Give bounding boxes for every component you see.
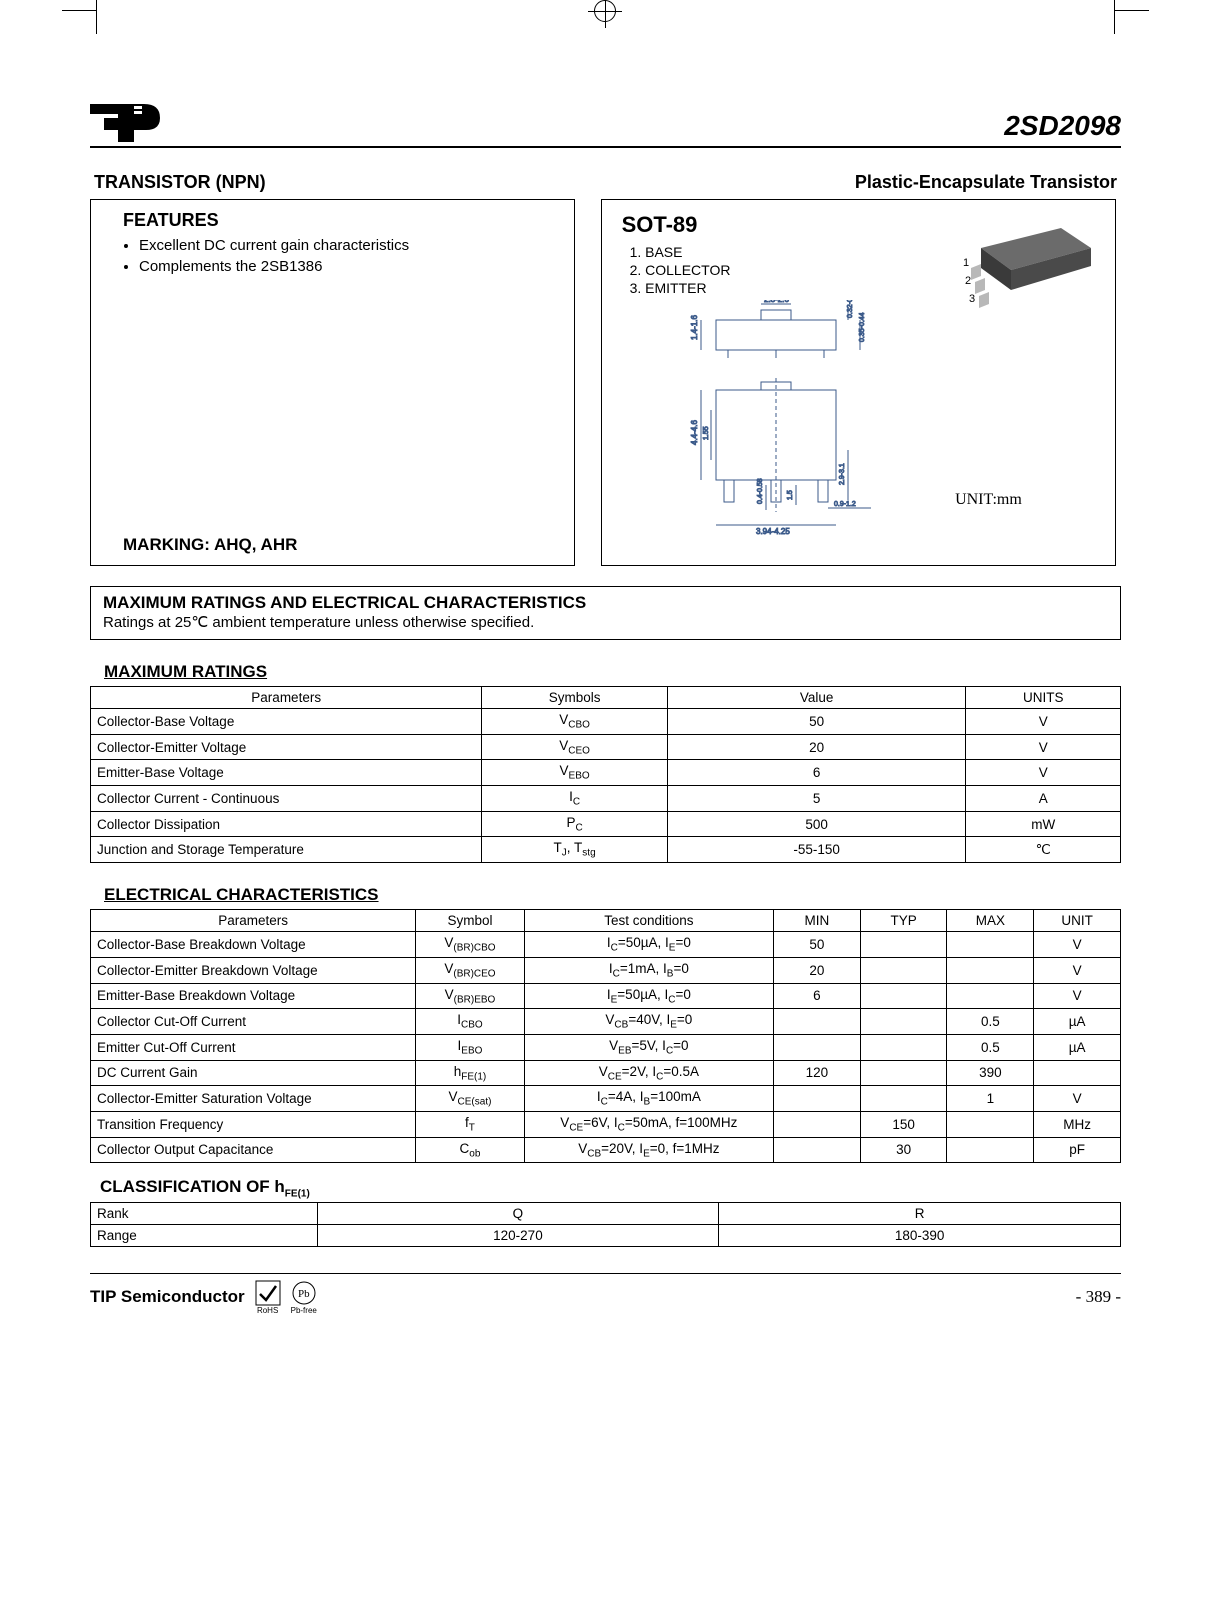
package-title: SOT-89 bbox=[622, 212, 946, 238]
pin-item: 3. EMITTER bbox=[630, 280, 946, 296]
table-row: Collector Output CapacitanceCobVCB=20V, … bbox=[91, 1137, 1121, 1163]
features-list: Excellent DC current gain characteristic… bbox=[139, 237, 560, 275]
table-header: Value bbox=[667, 687, 966, 709]
hfe-class-table: RankQRRange120-270180-390 bbox=[90, 1202, 1121, 1247]
package-box: SOT-89 1. BASE 2. COLLECTOR 3. EMITTER bbox=[601, 199, 1117, 566]
rohs-badge-icon: RoHS bbox=[255, 1280, 281, 1315]
crop-mark bbox=[96, 0, 97, 34]
svg-text:0.4-0.58: 0.4-0.58 bbox=[757, 478, 764, 504]
ratings-box-title: MAXIMUM RATINGS AND ELECTRICAL CHARACTER… bbox=[103, 593, 1108, 613]
table-row: Emitter-Base VoltageVEBO6V bbox=[91, 760, 1121, 786]
table-row: Range120-270180-390 bbox=[91, 1224, 1121, 1246]
table-row: Transition FrequencyfTVCE=6V, IC=50mA, f… bbox=[91, 1111, 1121, 1137]
table-row: Collector-Base Breakdown VoltageV(BR)CBO… bbox=[91, 932, 1121, 958]
table-header: Parameters bbox=[91, 687, 482, 709]
table-row: Collector Current - ContinuousIC5A bbox=[91, 786, 1121, 812]
package-type-label: Plastic-Encapsulate Transistor bbox=[855, 172, 1117, 193]
pin-list: 1. BASE 2. COLLECTOR 3. EMITTER bbox=[630, 244, 946, 296]
pin-item: 2. COLLECTOR bbox=[630, 262, 946, 278]
table-row: Collector Cut-Off CurrentICBOVCB=40V, IE… bbox=[91, 1009, 1121, 1035]
table-header: UNITS bbox=[966, 687, 1121, 709]
svg-text:1.55: 1.55 bbox=[703, 426, 710, 440]
table-row: Collector-Base VoltageVCBO50V bbox=[91, 709, 1121, 735]
svg-text:2.3-2.6: 2.3-2.6 bbox=[764, 300, 789, 304]
table-row: Junction and Storage TemperatureTJ, Tstg… bbox=[91, 837, 1121, 863]
table-row: RankQR bbox=[91, 1202, 1121, 1224]
table-row: Collector-Emitter Breakdown VoltageV(BR)… bbox=[91, 957, 1121, 983]
hfe-class-title: CLASSIFICATION OF hFE(1) bbox=[100, 1177, 1121, 1199]
svg-text:3.94-4.25: 3.94-4.25 bbox=[756, 527, 790, 536]
table-row: Collector-Emitter Saturation VoltageVCE(… bbox=[91, 1086, 1121, 1112]
feature-item: Excellent DC current gain characteristic… bbox=[139, 237, 560, 254]
svg-text:2: 2 bbox=[965, 275, 971, 287]
page-footer: TIP Semiconductor RoHS Pb Pb-free - 389 … bbox=[90, 1273, 1121, 1315]
pbfree-badge-icon: Pb Pb-free bbox=[291, 1280, 317, 1315]
pbfree-label: Pb-free bbox=[291, 1306, 317, 1315]
transistor-type-label: TRANSISTOR (NPN) bbox=[94, 172, 266, 193]
svg-text:Pb: Pb bbox=[298, 1288, 310, 1300]
feature-package-row: FEATURES Excellent DC current gain chara… bbox=[90, 199, 1121, 566]
max-ratings-table: ParametersSymbolsValueUNITS Collector-Ba… bbox=[90, 686, 1121, 863]
crop-mark bbox=[1115, 10, 1149, 11]
page-header: 2SD2098 bbox=[90, 100, 1121, 148]
company-logo bbox=[90, 100, 182, 142]
elec-char-title: ELECTRICAL CHARACTERISTICS bbox=[104, 885, 1121, 905]
crop-mark bbox=[62, 10, 96, 11]
svg-text:1.4-1.6: 1.4-1.6 bbox=[690, 315, 699, 340]
table-header: MIN bbox=[774, 910, 861, 932]
table-row: Emitter-Base Breakdown VoltageV(BR)EBOIE… bbox=[91, 983, 1121, 1009]
table-row: Collector-Emitter VoltageVCEO20V bbox=[91, 734, 1121, 760]
svg-text:0.35-0.44: 0.35-0.44 bbox=[859, 312, 866, 342]
svg-text:0.32-0.52: 0.32-0.52 bbox=[847, 300, 854, 318]
table-header: Test conditions bbox=[524, 910, 773, 932]
table-header: TYP bbox=[860, 910, 947, 932]
crop-mark bbox=[1114, 0, 1115, 34]
table-header: Symbols bbox=[482, 687, 667, 709]
max-ratings-title: MAXIMUM RATINGS bbox=[104, 662, 1121, 682]
table-header: UNIT bbox=[1034, 910, 1121, 932]
package-dimension-drawing: 1.4-1.6 2.3-2.6 0.32-0.52 0.35-0.44 bbox=[616, 300, 946, 543]
elec-char-table: ParametersSymbolTest conditionsMINTYPMAX… bbox=[90, 909, 1121, 1163]
marking-label: MARKING: AHQ, AHR bbox=[123, 535, 560, 555]
table-header: MAX bbox=[947, 910, 1034, 932]
svg-text:0.9-1.2: 0.9-1.2 bbox=[834, 501, 856, 508]
footer-brand: TIP Semiconductor bbox=[90, 1287, 245, 1307]
table-row: Emitter Cut-Off CurrentIEBOVEB=5V, IC=00… bbox=[91, 1034, 1121, 1060]
table-header: Symbol bbox=[416, 910, 524, 932]
svg-text:1: 1 bbox=[963, 257, 969, 269]
registration-mark bbox=[605, 0, 606, 28]
table-header: Parameters bbox=[91, 910, 416, 932]
feature-item: Complements the 2SB1386 bbox=[139, 258, 560, 275]
ratings-box-note: Ratings at 25℃ ambient temperature unles… bbox=[103, 613, 1108, 631]
svg-text:4.4-4.6: 4.4-4.6 bbox=[690, 420, 699, 445]
page-number: - 389 - bbox=[1076, 1287, 1121, 1307]
table-row: DC Current GainhFE(1)VCE=2V, IC=0.5A1203… bbox=[91, 1060, 1121, 1086]
pin-item: 1. BASE bbox=[630, 244, 946, 260]
svg-text:1.5: 1.5 bbox=[787, 490, 794, 500]
package-3d-icon: 1 2 3 bbox=[951, 208, 1101, 321]
features-title: FEATURES bbox=[123, 210, 560, 231]
svg-text:2.9-3.1: 2.9-3.1 bbox=[839, 463, 846, 485]
part-number: 2SD2098 bbox=[1004, 110, 1121, 142]
ratings-header-box: MAXIMUM RATINGS AND ELECTRICAL CHARACTER… bbox=[90, 586, 1121, 640]
rohs-label: RoHS bbox=[257, 1306, 278, 1315]
svg-text:3: 3 bbox=[969, 293, 975, 305]
table-row: Collector DissipationPC500mW bbox=[91, 811, 1121, 837]
unit-label: UNIT:mm bbox=[955, 491, 1101, 509]
features-box: FEATURES Excellent DC current gain chara… bbox=[90, 199, 575, 566]
subtitle-row: TRANSISTOR (NPN) Plastic-Encapsulate Tra… bbox=[90, 172, 1121, 193]
